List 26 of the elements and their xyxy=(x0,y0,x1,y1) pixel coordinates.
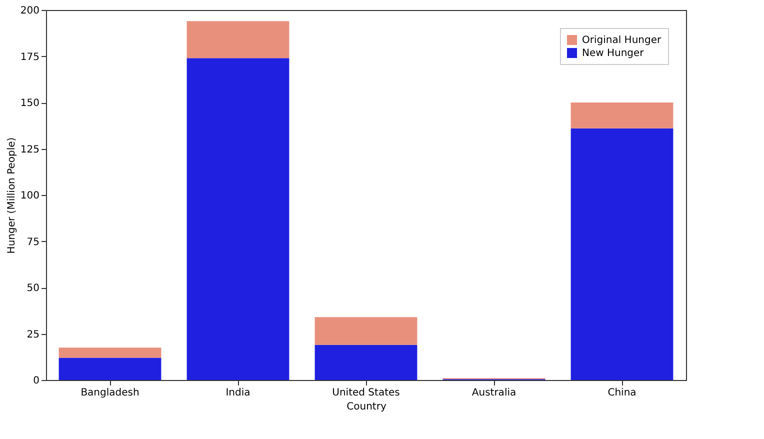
bar xyxy=(314,344,418,380)
y-tick-label: 0 xyxy=(33,376,40,386)
legend-label: Original Hunger xyxy=(582,35,662,46)
y-tick-label: 75 xyxy=(26,236,40,248)
y-tick-label: 175 xyxy=(20,52,40,63)
x-tick-label: Australia xyxy=(472,388,516,398)
bar xyxy=(570,128,674,380)
y-tick-label: 25 xyxy=(26,329,40,340)
y-tick-label: 50 xyxy=(26,283,40,294)
x-tick-label: India xyxy=(226,388,250,398)
bar xyxy=(570,102,674,128)
y-tick-label: 125 xyxy=(20,144,40,156)
bar xyxy=(314,317,418,345)
x-tick-label: China xyxy=(608,388,636,398)
x-axis-title: Country xyxy=(346,402,386,412)
bar xyxy=(58,348,162,358)
y-axis-title: Hunger (Million People) xyxy=(6,137,18,254)
x-tick-label: United States xyxy=(332,388,400,398)
y-tick-label: 150 xyxy=(20,98,40,109)
bar xyxy=(186,58,290,380)
bar xyxy=(186,21,290,58)
x-tick-label: Bangladesh xyxy=(80,388,140,398)
bar xyxy=(58,358,162,380)
y-tick-label: 200 xyxy=(20,6,40,16)
legend-label: New Hunger xyxy=(582,48,645,59)
y-tick-label: 100 xyxy=(20,190,40,202)
